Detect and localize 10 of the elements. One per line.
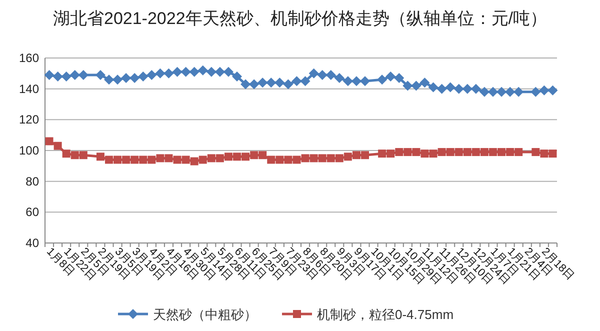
legend-label: 机制砂，粒径0-4.75mm: [317, 307, 454, 322]
y-tick-label: 60: [26, 205, 40, 220]
y-tick-label: 160: [18, 51, 40, 65]
y-tick-label: 140: [18, 82, 40, 96]
y-tick-label: 120: [18, 112, 40, 127]
legend-label: 天然砂（中粗砂）: [153, 307, 257, 322]
y-tick-label: 80: [26, 174, 40, 188]
y-tick-label: 40: [26, 236, 40, 250]
y-tick-label: 100: [18, 144, 40, 158]
chart-title: 湖北省2021-2022年天然砂、机制砂价格走势（纵轴单位：元/吨）: [52, 9, 548, 28]
